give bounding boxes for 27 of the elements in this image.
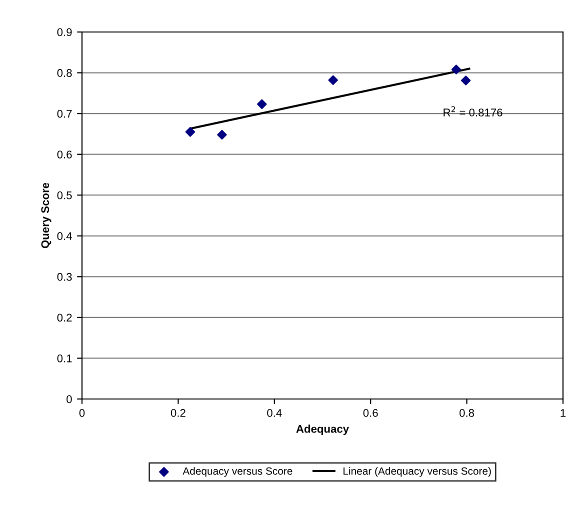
- point: [460, 76, 471, 86]
- x-tick-label: 0.4: [267, 409, 282, 417]
- point: [451, 64, 462, 74]
- y-tick-label: 0.4: [57, 232, 72, 240]
- y-tick-label: 0.9: [57, 28, 72, 36]
- y-tick-label: 0.7: [57, 110, 72, 118]
- y-tick-label: 0.6: [57, 150, 72, 158]
- point: [217, 130, 227, 140]
- legend-label: Linear (Adequacy versus Score): [344, 467, 491, 477]
- x-tick-label: 0: [79, 409, 85, 417]
- y-tick-label: 0.5: [57, 191, 72, 200]
- y-tick-label: 0.8: [57, 69, 72, 77]
- x-tick-label: 0.6: [363, 409, 378, 417]
- point: [257, 99, 267, 110]
- x-tick-label: 1: [560, 409, 566, 417]
- legend-label: Adequacy versus Score: [182, 467, 292, 477]
- y-axis-title: Query Score: [41, 182, 52, 248]
- x-axis-title: Adequacy: [296, 424, 349, 435]
- y-tick-label: 0.2: [57, 314, 72, 322]
- y-tick-label: 0.1: [57, 354, 72, 362]
- annotation: R$^{2}$ = 0.8176: [444, 106, 502, 116]
- point: [185, 127, 196, 137]
- y-tick-label: 0.3: [57, 272, 72, 281]
- x-tick-label: 0.8: [460, 409, 474, 417]
- y-tick-label: 0: [66, 395, 72, 404]
- point: [328, 75, 338, 85]
- x-tick-label: 0.2: [170, 409, 186, 417]
